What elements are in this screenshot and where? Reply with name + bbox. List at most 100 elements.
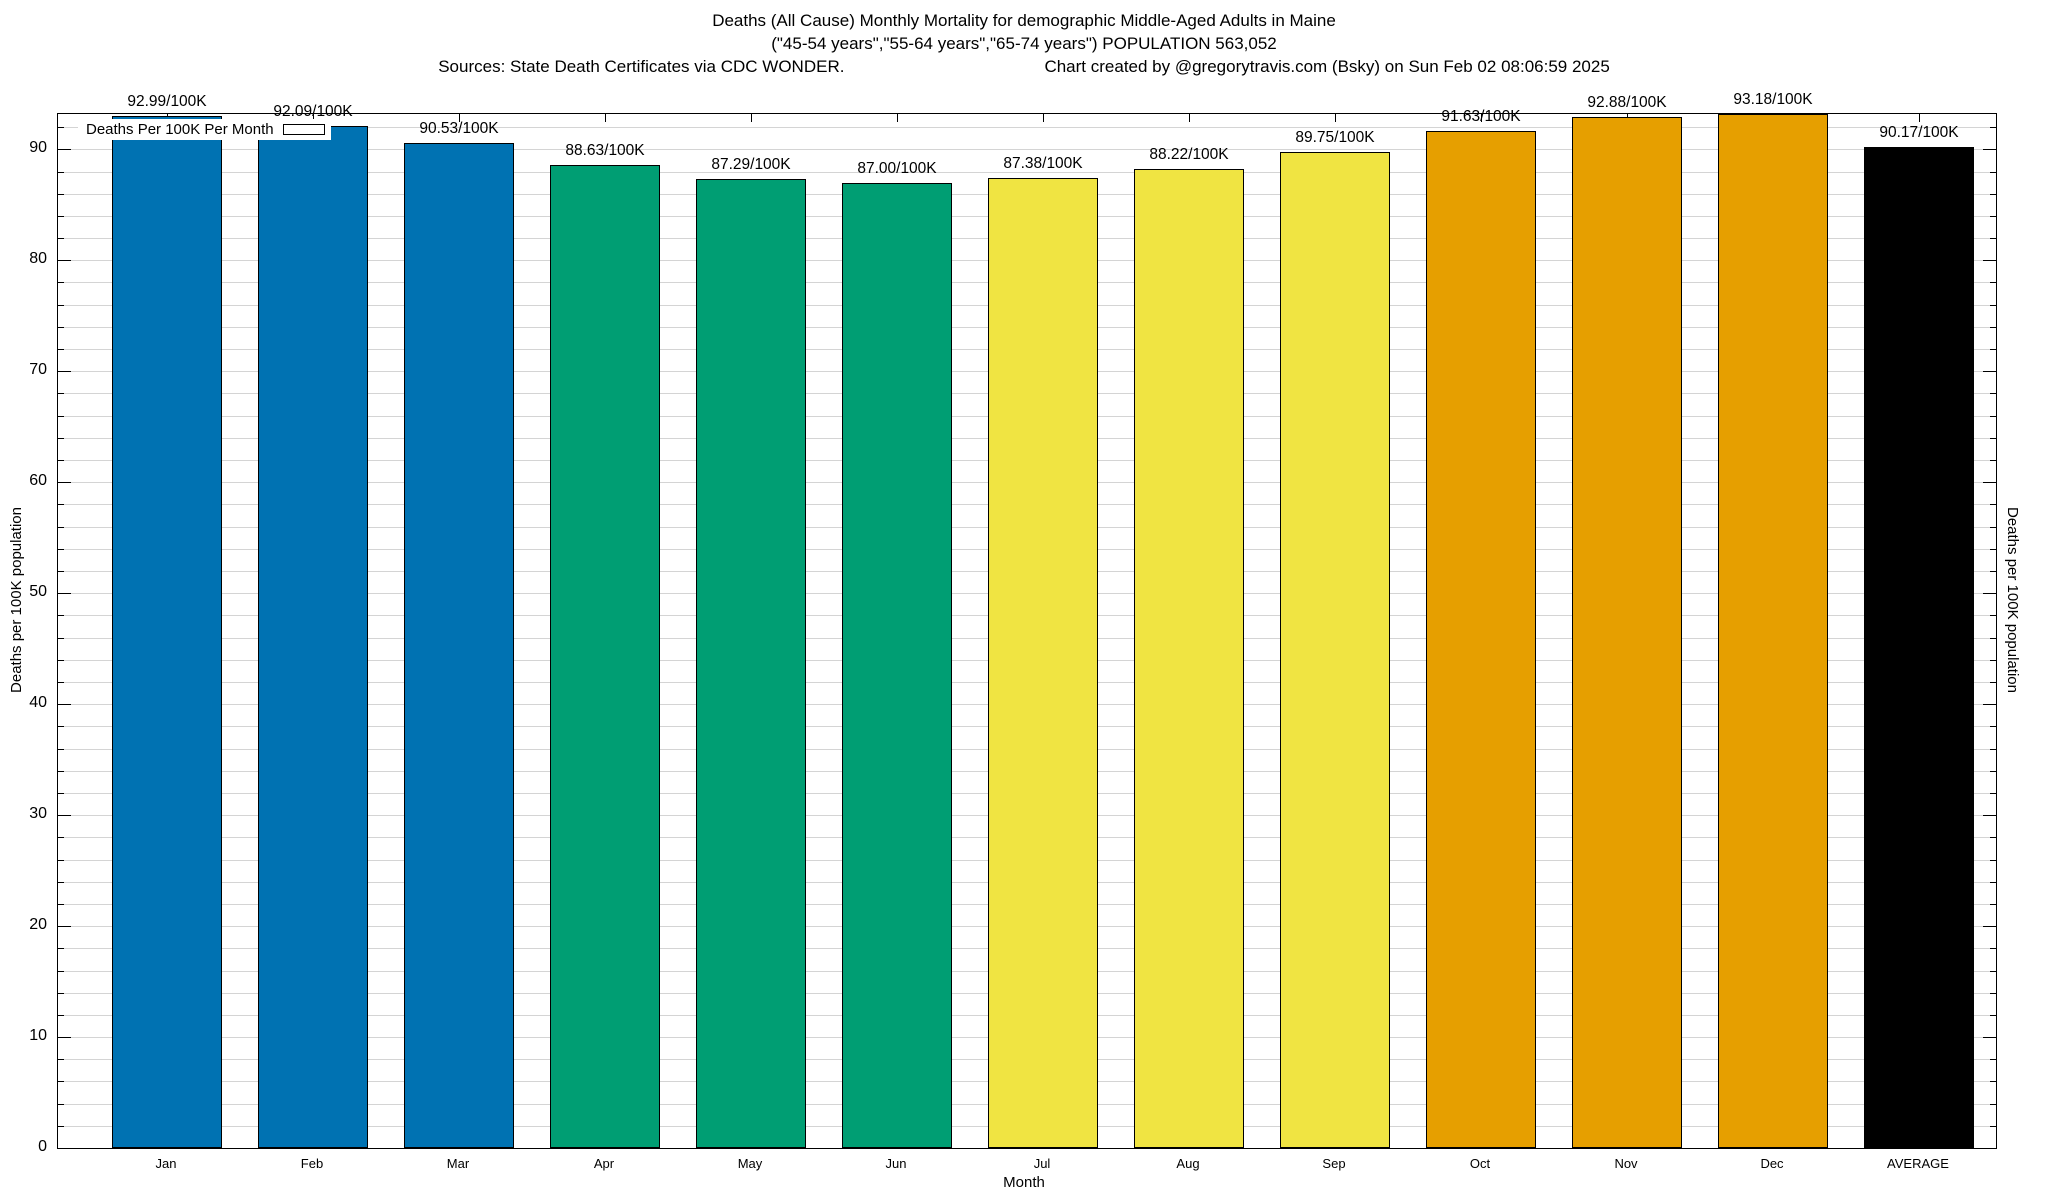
y-axis-tick-right bbox=[1990, 326, 1996, 328]
y-axis-tick bbox=[58, 726, 64, 728]
y-axis-tick-right bbox=[1990, 349, 1996, 350]
y-axis-tick bbox=[58, 393, 64, 395]
x-tick-label-aug: Aug bbox=[1176, 1156, 1200, 1171]
y-axis-tick-right bbox=[1990, 282, 1996, 284]
bar-feb bbox=[258, 126, 368, 1148]
x-tick-label-feb: Feb bbox=[300, 1156, 324, 1171]
x-tick-label-may: May bbox=[737, 1156, 763, 1171]
y-axis-tick bbox=[58, 171, 64, 173]
y-axis-tick bbox=[58, 903, 64, 905]
y-axis-tick bbox=[58, 149, 71, 151]
y-axis-title-right: Deaths per 100K population bbox=[2004, 507, 2021, 693]
y-axis-tick-right bbox=[1990, 770, 1996, 772]
gridline bbox=[58, 149, 1996, 151]
legend-swatch bbox=[282, 124, 325, 135]
y-axis-tick bbox=[58, 704, 71, 706]
y-axis-tick-right bbox=[1990, 571, 1996, 572]
y-axis-tick bbox=[58, 193, 64, 195]
bar-value-label-jul: 87.38/100K bbox=[1003, 155, 1083, 173]
y-axis-tick-right bbox=[1983, 260, 1996, 262]
y-axis-tick bbox=[58, 526, 64, 528]
y-axis-tick bbox=[58, 992, 64, 994]
chart-title-line2: ("45-54 years","55-64 years","65-74 year… bbox=[771, 34, 1277, 53]
x-axis-tick-top bbox=[605, 114, 606, 122]
y-axis-tick bbox=[58, 238, 64, 240]
bar-nov bbox=[1572, 117, 1682, 1148]
y-axis-tick-right bbox=[1983, 371, 1996, 373]
y-axis-tick-right bbox=[1990, 393, 1996, 395]
y-axis-tick-right bbox=[1990, 681, 1996, 683]
y-axis-tick-right bbox=[1990, 1081, 1996, 1083]
y-axis-tick bbox=[58, 215, 64, 217]
y-axis-tick bbox=[58, 1059, 64, 1061]
y-axis-tick bbox=[58, 415, 64, 417]
y-tick-label-40: 40 bbox=[29, 694, 47, 712]
y-axis-tick-right bbox=[1990, 948, 1996, 950]
y-axis-tick-right bbox=[1990, 792, 1996, 794]
x-axis-tick-top bbox=[1043, 114, 1044, 122]
plot-area: Deaths Per 100K Per Month 92.99/100K 92.0… bbox=[57, 91, 1997, 1149]
legend-label: Deaths Per 100K Per Month bbox=[86, 121, 274, 138]
y-tick-label-60: 60 bbox=[29, 472, 47, 490]
y-axis-tick-right bbox=[1990, 1014, 1996, 1016]
y-axis-tick-right bbox=[1990, 526, 1996, 528]
y-tick-label-80: 80 bbox=[29, 250, 47, 268]
chart-title-line1: Deaths (All Cause) Monthly Mortality for… bbox=[712, 11, 1336, 30]
gridline bbox=[58, 171, 1996, 173]
x-tick-label-jun: Jun bbox=[885, 1156, 907, 1171]
y-axis-tick bbox=[58, 815, 71, 817]
bar-value-label-may: 87.29/100K bbox=[711, 156, 791, 174]
legend: Deaths Per 100K Per Month bbox=[78, 119, 331, 140]
bar-value-label-nov: 92.88/100K bbox=[1587, 94, 1667, 112]
y-axis-tick-right bbox=[1990, 970, 1996, 972]
y-axis-tick-right bbox=[1990, 659, 1996, 661]
y-axis-tick-right bbox=[1983, 593, 1996, 595]
y-axis-tick bbox=[58, 681, 64, 683]
y-tick-label-30: 30 bbox=[29, 805, 47, 823]
y-axis-tick-right bbox=[1990, 615, 1996, 617]
bar-jan bbox=[112, 116, 222, 1148]
y-axis-tick-right bbox=[1983, 704, 1996, 706]
bar-dec bbox=[1718, 114, 1828, 1148]
y-axis-tick-right bbox=[1990, 437, 1996, 439]
y-axis-tick-right bbox=[1990, 504, 1996, 506]
chart-credit-text: Chart created by @gregorytravis.com (Bsk… bbox=[1044, 57, 1610, 76]
y-axis-tick bbox=[58, 1103, 64, 1105]
y-axis-tick bbox=[58, 659, 64, 661]
y-axis-tick bbox=[58, 326, 64, 328]
chart-sources-text: Sources: State Death Certificates via CD… bbox=[438, 57, 845, 76]
y-axis-tick-right bbox=[1990, 238, 1996, 240]
gridline bbox=[58, 127, 1996, 129]
y-axis-tick-right bbox=[1990, 748, 1996, 750]
y-axis-tick-right bbox=[1990, 881, 1996, 883]
y-axis-tick-right bbox=[1990, 992, 1996, 994]
y-axis-tick bbox=[58, 637, 64, 639]
y-axis-tick-right bbox=[1990, 415, 1996, 417]
y-axis-tick bbox=[58, 593, 71, 595]
bar-value-label-feb: 92.09/100K bbox=[273, 103, 353, 121]
bar-value-label-jun: 87.00/100K bbox=[857, 159, 937, 177]
y-axis-tick bbox=[58, 970, 64, 972]
x-axis-tick-top bbox=[1189, 114, 1190, 122]
chart-title-line3: Sources: State Death Certificates via CD… bbox=[0, 56, 2048, 78]
x-tick-label-nov: Nov bbox=[1614, 1156, 1638, 1171]
bar-oct bbox=[1426, 131, 1536, 1148]
y-tick-label-0: 0 bbox=[38, 1138, 47, 1155]
y-tick-label-20: 20 bbox=[29, 916, 47, 934]
x-tick-label-sep: Sep bbox=[1322, 1156, 1346, 1171]
y-axis-tick-right bbox=[1990, 193, 1996, 195]
y-axis-tick bbox=[58, 1081, 64, 1083]
x-tick-label-average: AVERAGE bbox=[1887, 1156, 1949, 1171]
y-axis-tick-right bbox=[1983, 149, 1996, 151]
x-axis-tick-top bbox=[897, 114, 898, 122]
y-axis-tick bbox=[58, 837, 64, 839]
y-axis-tick bbox=[58, 437, 64, 439]
bar-jun bbox=[842, 182, 952, 1148]
y-axis-tick bbox=[58, 615, 64, 617]
y-axis-tick bbox=[58, 460, 64, 461]
y-axis-tick-right bbox=[1990, 637, 1996, 639]
y-axis-tick-right bbox=[1990, 460, 1996, 461]
bar-apr bbox=[550, 164, 660, 1148]
y-tick-label-90: 90 bbox=[29, 139, 47, 157]
y-axis-tick bbox=[58, 304, 64, 306]
